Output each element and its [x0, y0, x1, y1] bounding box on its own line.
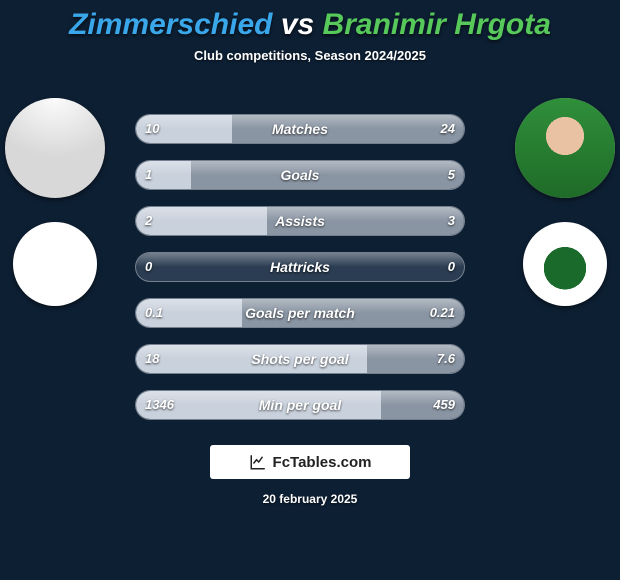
stat-label: Matches — [135, 114, 465, 144]
player1-club-badge — [13, 222, 97, 306]
stat-row: 15Goals — [135, 160, 465, 190]
title-player1: Zimmerschied — [69, 8, 272, 41]
title-vs: vs — [281, 8, 314, 41]
player1-avatar — [5, 98, 105, 198]
stats-stage: 1024Matches 15Goals 23Assists 00Hattricks 0.… — [0, 98, 620, 438]
player2-column — [510, 98, 620, 306]
player1-column — [0, 98, 110, 306]
stat-bars: 1024Matches 15Goals 23Assists 00Hattricks 0.… — [135, 114, 465, 436]
stat-label: Min per goal — [135, 390, 465, 420]
stat-label: Shots per goal — [135, 344, 465, 374]
subtitle: Club competitions, Season 2024/2025 — [0, 48, 620, 63]
stat-row: 00Hattricks — [135, 252, 465, 282]
comparison-card: Zimmerschied vs Branimir Hrgota Club com… — [0, 0, 620, 580]
title-player2: Branimir Hrgota — [323, 8, 551, 41]
watermark: FcTables.com — [210, 445, 410, 479]
stat-row: 23Assists — [135, 206, 465, 236]
page-title: Zimmerschied vs Branimir Hrgota — [0, 8, 620, 42]
stat-label: Assists — [135, 206, 465, 236]
stat-row: 1024Matches — [135, 114, 465, 144]
stat-row: 0.10.21Goals per match — [135, 298, 465, 328]
stat-label: Hattricks — [135, 252, 465, 282]
stat-row: 1346459Min per goal — [135, 390, 465, 420]
date-label: 20 february 2025 — [0, 492, 620, 506]
chart-icon — [249, 453, 267, 471]
stat-label: Goals per match — [135, 298, 465, 328]
player2-club-badge — [523, 222, 607, 306]
player2-avatar — [515, 98, 615, 198]
stat-label: Goals — [135, 160, 465, 190]
watermark-text: FcTables.com — [273, 454, 372, 471]
stat-row: 187.6Shots per goal — [135, 344, 465, 374]
